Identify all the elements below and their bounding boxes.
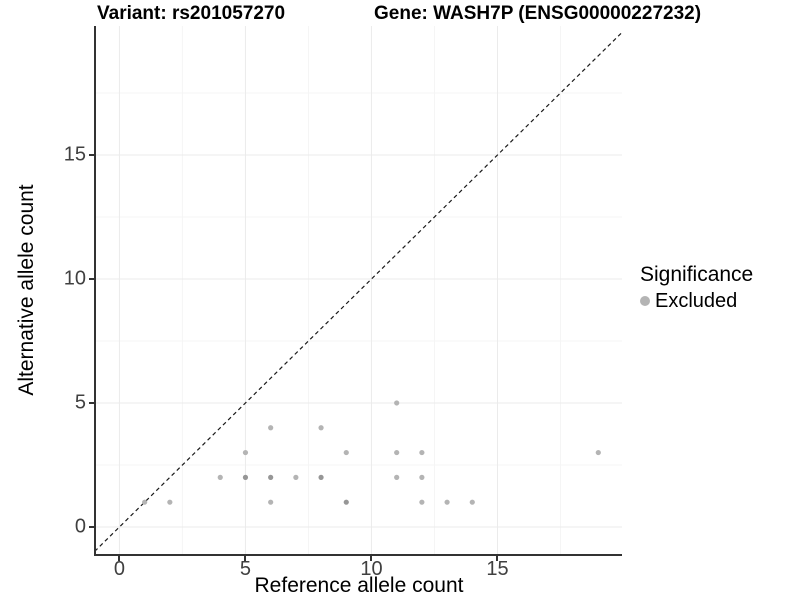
data-point [142, 499, 148, 505]
data-point [595, 449, 601, 456]
x-tick-mark [496, 556, 499, 561]
data-point [293, 474, 299, 480]
legend: Significance Excluded [640, 262, 798, 314]
legend-title: Significance [640, 263, 754, 286]
data-point [268, 474, 274, 480]
data-point [268, 425, 274, 431]
data-point [343, 449, 349, 456]
y-tick-mark [89, 401, 94, 404]
data-point [343, 499, 349, 505]
x-tick-label: 0 [113, 558, 125, 580]
legend-key-dot-icon [640, 296, 650, 306]
y-tick-label: 0 [74, 515, 86, 538]
legend-entry-label: Excluded [655, 290, 738, 312]
plot-title-gene: Gene: WASH7P (ENSG00000227232) [374, 3, 702, 24]
y-tick-mark [89, 525, 94, 528]
legend-entry: Excluded [640, 288, 798, 314]
x-tick-mark [118, 556, 121, 561]
data-point [242, 474, 249, 480]
data-point [444, 499, 450, 505]
data-point [419, 499, 425, 505]
data-point [318, 425, 324, 431]
data-point [394, 474, 400, 480]
plot-title-variant: Variant: rs201057270 [97, 3, 286, 24]
x-tick-label: 5 [239, 558, 252, 580]
y-tick-label: 10 [63, 267, 86, 290]
data-point [167, 499, 173, 505]
data-point [217, 474, 223, 480]
data-point [419, 474, 425, 480]
x-tick-mark [244, 556, 247, 561]
data-point [318, 474, 324, 480]
plot-canvas [96, 26, 622, 554]
y-tick-mark [89, 277, 94, 280]
data-point [242, 449, 249, 456]
legend-entries: Excluded [640, 288, 798, 314]
x-axis-title: Reference allele count [254, 574, 464, 597]
data-point [394, 400, 400, 406]
data-point [469, 499, 475, 505]
y-axis-title: Alternative allele count [15, 184, 38, 396]
x-tick-mark [370, 556, 373, 561]
x-tick-label: 10 [360, 558, 383, 580]
identity-dashed-line [96, 31, 622, 551]
plot-panel [94, 26, 622, 556]
y-tick-label: 15 [63, 143, 86, 166]
y-tick-mark [89, 153, 94, 156]
data-point [394, 449, 400, 456]
data-point [268, 499, 274, 505]
y-tick-label: 5 [74, 391, 86, 414]
data-point [419, 449, 425, 456]
x-tick-label: 15 [486, 558, 509, 580]
